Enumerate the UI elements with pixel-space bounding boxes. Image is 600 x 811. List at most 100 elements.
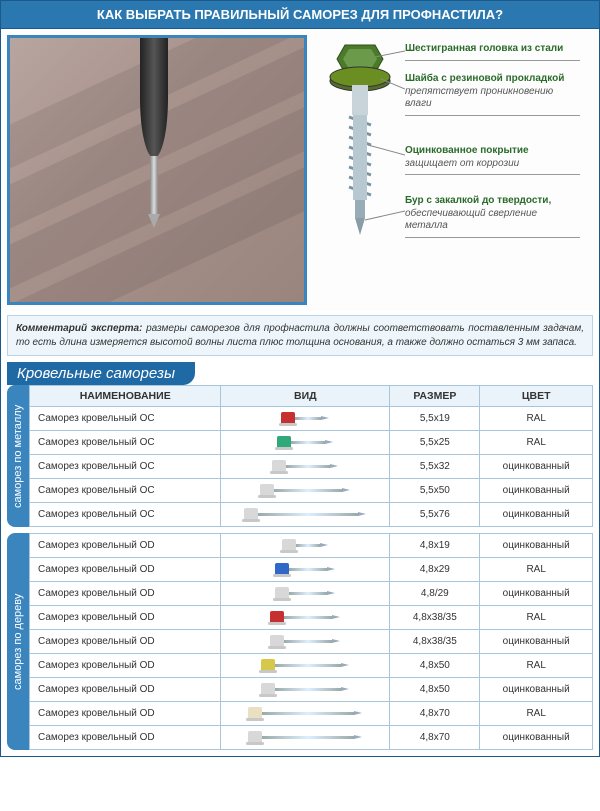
callout-drill: Бур с закалкой до твердости,обеспечивающ… <box>405 195 580 238</box>
table-row: Саморез кровельный OD 4,8x29RAL <box>30 558 593 582</box>
cell-size: 5,5x50 <box>390 479 480 503</box>
screw-icon <box>270 633 340 649</box>
cell-color: RAL <box>480 654 593 678</box>
side-label: саморез по металлу <box>7 385 29 527</box>
cell-name: Саморез кровельный ОС <box>30 479 221 503</box>
cell-size: 4,8x19 <box>390 534 480 558</box>
screw-icon <box>261 657 349 673</box>
cell-name: Саморез кровельный OD <box>30 534 221 558</box>
page-title: КАК ВЫБРАТЬ ПРАВИЛЬНЫЙ САМОРЕЗ ДЛЯ ПРОФН… <box>1 1 599 29</box>
cell-view <box>221 407 390 431</box>
column-header: РАЗМЕР <box>390 386 480 407</box>
table-row: Саморез кровельный OD 4,8x38/35RAL <box>30 606 593 630</box>
cell-name: Саморез кровельный OD <box>30 582 221 606</box>
screw-icon <box>275 561 335 577</box>
table-row: Саморез кровельный OD4,8/29оцинкованный <box>30 582 593 606</box>
table-row: Саморез кровельный OD 4,8x70оцинкованный <box>30 726 593 750</box>
cell-color: RAL <box>480 702 593 726</box>
callout-head: Шестигранная головка из стали <box>405 43 580 61</box>
table-row: Саморез кровельный OD 4,8x38/35оцинкованн… <box>30 630 593 654</box>
table-row: Саморез кровельный ОС 5,5x32оцинкованный <box>30 455 593 479</box>
cell-name: Саморез кровельный ОС <box>30 431 221 455</box>
table-row: Саморез кровельный ОС5,5x50оцинкованный <box>30 479 593 503</box>
cell-name: Саморез кровельный OD <box>30 702 221 726</box>
cell-name: Саморез кровельный OD <box>30 678 221 702</box>
cell-view <box>221 726 390 750</box>
cell-size: 4,8x70 <box>390 702 480 726</box>
cell-view <box>221 534 390 558</box>
cell-view <box>221 702 390 726</box>
screw-diagram: Шестигранная головка из стали Шайба с ре… <box>315 35 593 305</box>
comment-label: Комментарий эксперта: <box>16 323 142 334</box>
cell-view <box>221 582 390 606</box>
cell-color: оцинкованный <box>480 726 593 750</box>
table-row: Саморез кровельный ОС 5,5x19RAL <box>30 407 593 431</box>
table-row: Саморез кровельный OD 4,8x50RAL <box>30 654 593 678</box>
cell-size: 4,8x50 <box>390 678 480 702</box>
expert-comment: Комментарий эксперта: размеры саморезов … <box>7 315 593 356</box>
screw-icon <box>275 585 335 601</box>
cell-size: 4,8x38/35 <box>390 606 480 630</box>
cell-color: RAL <box>480 407 593 431</box>
cell-view <box>221 630 390 654</box>
screw-icon <box>248 729 362 745</box>
cell-color: RAL <box>480 431 593 455</box>
table-group: саморез по металлуНАИМЕНОВАНИЕВИДРАЗМЕРЦ… <box>7 385 593 527</box>
screw-icon <box>261 681 349 697</box>
screw-icon <box>260 482 350 498</box>
cell-size: 4,8x50 <box>390 654 480 678</box>
cell-view <box>221 455 390 479</box>
table-caption-wrap: Кровельные саморезы <box>7 362 593 385</box>
cell-size: 5,5x32 <box>390 455 480 479</box>
page: КАК ВЫБРАТЬ ПРАВИЛЬНЫЙ САМОРЕЗ ДЛЯ ПРОФН… <box>0 0 600 757</box>
callout-coating: Оцинкованное покрытиезащищает от коррози… <box>405 145 580 175</box>
screw-icon <box>248 705 362 721</box>
table-row: Саморез кровельный ОС 5,5x76оцинкованный <box>30 503 593 527</box>
cell-view <box>221 654 390 678</box>
screw-table: Саморез кровельный OD4,8x19оцинкованныйС… <box>29 533 593 750</box>
cell-name: Саморез кровельный OD <box>30 630 221 654</box>
cell-size: 5,5x19 <box>390 407 480 431</box>
screw-icon <box>244 506 366 522</box>
cell-size: 5,5x25 <box>390 431 480 455</box>
column-header: ЦВЕТ <box>480 386 593 407</box>
screw-illustration <box>315 35 405 295</box>
cell-color: оцинкованный <box>480 534 593 558</box>
table-group: саморез по деревуСаморез кровельный OD 4,… <box>7 533 593 750</box>
cell-color: оцинкованный <box>480 678 593 702</box>
cell-name: Саморез кровельный OD <box>30 654 221 678</box>
cell-color: RAL <box>480 558 593 582</box>
cell-size: 4,8x29 <box>390 558 480 582</box>
screw-icon <box>270 609 340 625</box>
cell-view <box>221 606 390 630</box>
cell-name: Саморез кровельный ОС <box>30 503 221 527</box>
cell-view <box>221 503 390 527</box>
cell-size: 4,8x70 <box>390 726 480 750</box>
cell-view <box>221 431 390 455</box>
cell-name: Саморез кровельный OD <box>30 726 221 750</box>
cell-color: оцинкованный <box>480 630 593 654</box>
cell-color: оцинкованный <box>480 503 593 527</box>
table-row: Саморез кровельный OD 4,8x70RAL <box>30 702 593 726</box>
cell-color: RAL <box>480 606 593 630</box>
table-caption: Кровельные саморезы <box>7 362 195 385</box>
cell-name: Саморез кровельный OD <box>30 558 221 582</box>
cell-color: оцинкованный <box>480 455 593 479</box>
screw-icon <box>272 458 338 474</box>
cell-name: Саморез кровельный OD <box>30 606 221 630</box>
column-header: ВИД <box>221 386 390 407</box>
screw-icon <box>281 410 329 426</box>
cell-view <box>221 558 390 582</box>
screw-table: НАИМЕНОВАНИЕВИДРАЗМЕРЦВЕТСаморез кровель… <box>29 385 593 527</box>
column-header: НАИМЕНОВАНИЕ <box>30 386 221 407</box>
screw-icon <box>277 434 333 450</box>
cell-name: Саморез кровельный ОС <box>30 455 221 479</box>
callout-washer: Шайба с резиновой прокладкой препятствуе… <box>405 73 580 116</box>
cell-name: Саморез кровельный ОС <box>30 407 221 431</box>
table-row: Саморез кровельный OD 4,8x50оцинкованный <box>30 678 593 702</box>
cell-size: 4,8x38/35 <box>390 630 480 654</box>
cell-size: 5,5x76 <box>390 503 480 527</box>
table-row: Саморез кровельный OD 4,8x19оцинкованный <box>30 534 593 558</box>
side-label: саморез по дереву <box>7 533 29 750</box>
cell-size: 4,8/29 <box>390 582 480 606</box>
